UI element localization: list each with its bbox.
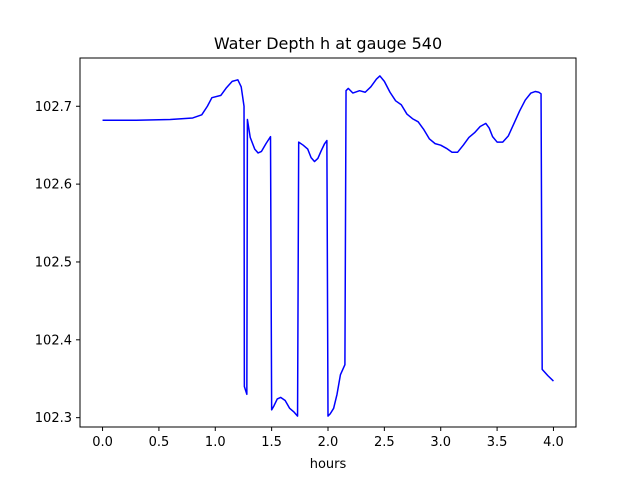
- y-tick-label: 102.7: [35, 100, 72, 115]
- x-tick-label: 0.0: [92, 435, 113, 450]
- y-tick-label: 102.6: [35, 178, 72, 193]
- x-tick-label: 3.5: [487, 435, 508, 450]
- plot-area: 0.0 0.5 1.0 1.5 2.0 2.5 3.0 3.5 4.0 102.3 102.4 102…: [35, 57, 577, 450]
- x-tick-label: 2.0: [318, 435, 339, 450]
- x-tick-label: 3.0: [430, 435, 451, 450]
- x-tick-label: 2.5: [374, 435, 395, 450]
- x-tick-label: 4.0: [543, 435, 564, 450]
- x-axis-label: hours: [310, 457, 347, 472]
- y-tick-label: 102.5: [35, 255, 72, 270]
- x-tick-label: 0.5: [149, 435, 170, 450]
- chart-title: Water Depth h at gauge 540: [214, 34, 442, 53]
- x-tick-label: 1.5: [261, 435, 282, 450]
- x-tick-label: 1.0: [205, 435, 226, 450]
- y-tick-label: 102.4: [35, 333, 72, 348]
- series-line-1: [102, 75, 554, 417]
- y-tick-label: 102.3: [35, 411, 72, 426]
